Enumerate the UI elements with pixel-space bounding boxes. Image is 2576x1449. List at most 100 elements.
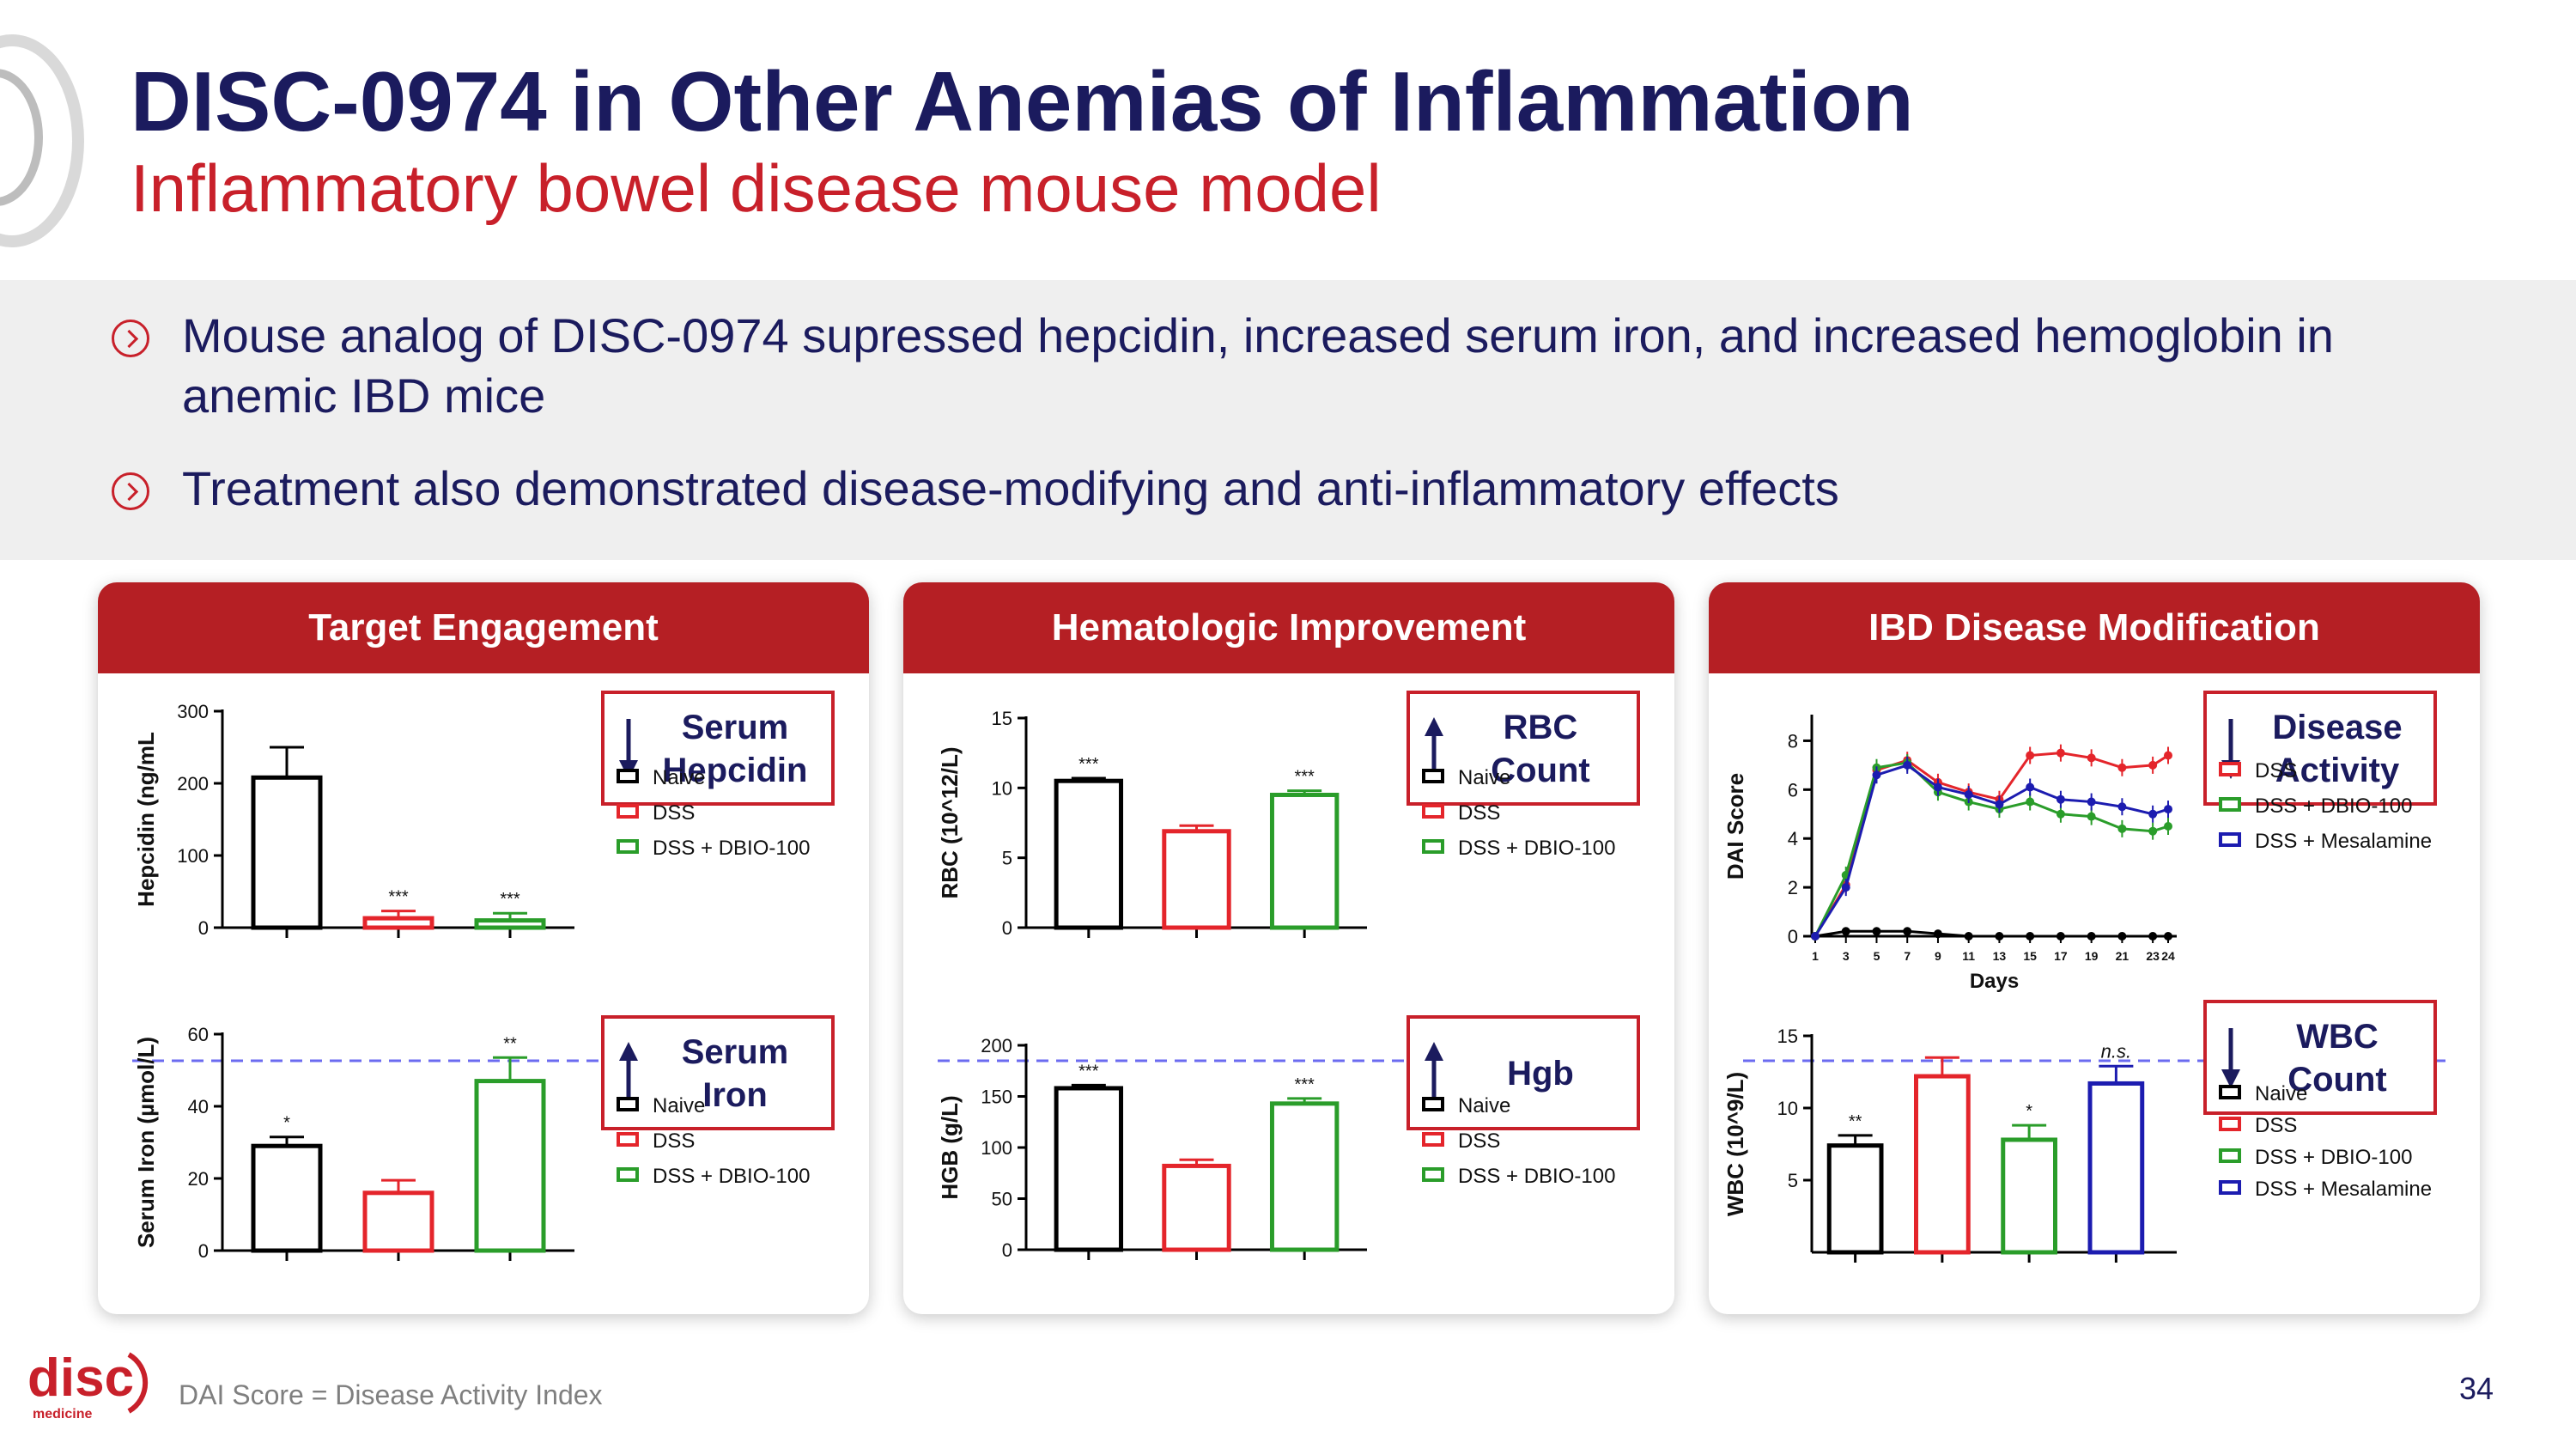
data-point	[2056, 932, 2065, 941]
y-tick-label: 0	[198, 1240, 209, 1262]
data-point	[2056, 795, 2065, 804]
bar	[1826, 1143, 1884, 1255]
series-line	[1814, 761, 2169, 937]
data-point	[1995, 932, 2004, 941]
y-tick-label: 2	[1788, 877, 1798, 898]
significance-label: **	[503, 1034, 517, 1053]
legend-swatch	[617, 769, 639, 783]
data-point	[1933, 782, 1942, 792]
chevron-circle-icon	[112, 320, 149, 357]
significance-label: *	[283, 1114, 290, 1133]
legend-label: DSS	[1458, 1129, 1500, 1153]
bar	[1054, 778, 1124, 930]
callout-text: RBC	[1504, 709, 1578, 746]
bar	[2001, 1137, 2057, 1255]
x-tick-label: 23	[2146, 949, 2160, 963]
legend-swatch	[1422, 769, 1444, 783]
legend-swatch	[617, 839, 639, 854]
y-tick-label: 6	[1788, 779, 1798, 801]
y-axis-label: Hepcidin (ng/mL	[133, 732, 159, 907]
callout-text: WBC	[2296, 1018, 2379, 1056]
bar	[362, 1190, 434, 1253]
panel-title: IBD Disease Modification	[1709, 582, 2480, 673]
legend-swatch	[1422, 804, 1444, 819]
x-tick-label: 19	[2085, 949, 2099, 963]
significance-label: n.s.	[2101, 1040, 2131, 1062]
data-point	[2148, 826, 2158, 836]
data-point	[1933, 929, 1942, 939]
legend-label: DSS + DBIO-100	[653, 837, 810, 860]
callout-text: Hepcidin	[663, 752, 808, 789]
data-point	[2056, 809, 2065, 819]
data-point	[2164, 805, 2172, 814]
significance-label: ***	[1294, 1075, 1315, 1094]
x-tick-label: 3	[1843, 949, 1850, 963]
bar	[2087, 1081, 2145, 1255]
y-axis-label: Serum Iron (µmol/L)	[133, 1037, 159, 1248]
bar	[474, 918, 546, 930]
bar	[251, 775, 323, 930]
svg-text:disc: disc	[27, 1349, 134, 1408]
y-tick-label: 0	[198, 917, 209, 939]
legend-label: DSS	[653, 1129, 695, 1153]
data-point	[1811, 932, 1820, 941]
significance-label: ***	[1078, 1062, 1099, 1081]
data-point	[2026, 797, 2035, 807]
panel-ibd-disease-modification: IBD Disease Modification 0 2 4 6 8 DAI Score 1…	[1709, 582, 2480, 1314]
callout-text: Count	[2287, 1061, 2387, 1099]
x-tick-label: 13	[1993, 949, 2007, 963]
x-axis-label: Days	[1970, 970, 2019, 993]
y-tick-label: 20	[188, 1168, 209, 1190]
legend-label: DSS + DBIO-100	[2255, 1146, 2412, 1169]
legend-swatch	[617, 1167, 639, 1182]
x-tick-label: 1	[1812, 949, 1819, 963]
legend-swatch	[617, 804, 639, 819]
y-tick-label: 150	[981, 1087, 1012, 1108]
callout-box	[2203, 1000, 2437, 1115]
legend-swatch	[2219, 1148, 2241, 1163]
y-tick-label: 10	[992, 777, 1012, 799]
bar	[474, 1079, 546, 1253]
page-title: DISC-0974 in Other Anemias of Inflammati…	[131, 54, 1914, 149]
legend-swatch	[1422, 1167, 1444, 1182]
panel-title: Hematologic Improvement	[903, 582, 1674, 673]
callout-box	[1406, 691, 1640, 806]
y-tick-label: 15	[1777, 1026, 1798, 1047]
x-tick-label: 21	[2116, 949, 2129, 963]
callout-text: Disease	[2272, 709, 2402, 746]
legend-label: DSS + Mesalamine	[2255, 1178, 2432, 1201]
data-point	[2087, 812, 2096, 821]
legend-swatch	[1422, 1132, 1444, 1147]
x-tick-label: 24	[2161, 949, 2175, 963]
y-tick-label: 5	[1002, 848, 1012, 869]
page-number: 34	[2459, 1371, 2494, 1406]
disc-medicine-logo: disc medicine	[27, 1349, 149, 1422]
y-tick-label: 8	[1788, 730, 1798, 752]
bar	[1269, 792, 1340, 930]
data-point	[2117, 802, 2127, 812]
y-tick-label: 5	[1788, 1170, 1798, 1191]
data-point	[2026, 932, 2035, 941]
legend-swatch	[2219, 1085, 2241, 1099]
significance-label: ***	[1078, 755, 1099, 774]
legend-swatch	[1422, 1097, 1444, 1111]
legend-label: Naive	[1458, 766, 1510, 789]
y-tick-label: 100	[981, 1137, 1012, 1159]
x-tick-label: 15	[2023, 949, 2037, 963]
callout-box	[601, 1015, 835, 1130]
bar	[362, 916, 434, 930]
legend-label: DSS	[2255, 759, 2297, 782]
legend-swatch	[617, 1132, 639, 1147]
y-tick-label: 200	[981, 1035, 1012, 1056]
y-axis-label: RBC (10^12/L)	[937, 747, 963, 899]
chevron-circle-icon	[112, 472, 149, 510]
data-point	[1872, 770, 1881, 780]
data-point	[2148, 809, 2158, 819]
callout-text: Hgb	[1507, 1055, 1574, 1093]
data-point	[2026, 751, 2035, 760]
legend-label: DSS + DBIO-100	[653, 1165, 810, 1188]
bullet-text: Treatment also demonstrated disease-modi…	[182, 461, 1839, 515]
y-tick-label: 0	[1002, 917, 1012, 939]
data-point	[2087, 797, 2096, 807]
